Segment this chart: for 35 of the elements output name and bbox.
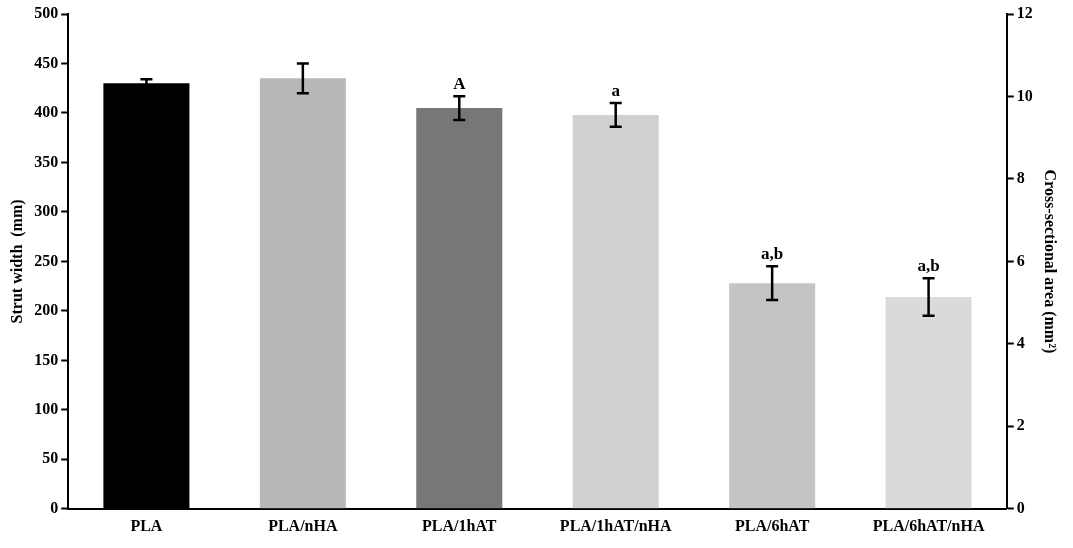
y2-tick-label: 2 xyxy=(1016,416,1025,434)
y-tick-label: 350 xyxy=(34,152,59,170)
bar xyxy=(572,114,659,509)
x-tick-label: PLA xyxy=(130,516,163,534)
y2-tick-label: 0 xyxy=(1016,498,1025,516)
y-tick-label: 50 xyxy=(42,449,59,467)
y2-tick-label: 10 xyxy=(1016,86,1033,104)
bar xyxy=(416,108,503,509)
y2-tick-label: 8 xyxy=(1016,169,1025,187)
y-tick-label: 150 xyxy=(34,350,59,368)
y-tick-label: 200 xyxy=(34,301,59,319)
bar xyxy=(259,78,346,509)
y2-axis-title: Cross-sectional area (mm²) xyxy=(1041,169,1060,354)
y-tick-label: 0 xyxy=(50,498,59,516)
y-tick-label: 300 xyxy=(34,202,59,220)
y-tick-label: 400 xyxy=(34,103,59,121)
y-tick-label: 450 xyxy=(34,53,59,71)
y-axis-title: Strut width (mm) xyxy=(7,199,26,324)
y2-tick-label: 12 xyxy=(1016,4,1033,22)
bar xyxy=(729,283,816,509)
y-tick-label: 250 xyxy=(34,251,59,269)
x-tick-label: PLA/1hAT/nHA xyxy=(559,516,673,534)
x-tick-label: PLA/6hAT/nHA xyxy=(872,516,985,534)
y2-tick-label: 6 xyxy=(1016,251,1025,269)
x-tick-label: PLA/1hAT xyxy=(422,516,497,534)
x-tick-label: PLA/nHA xyxy=(268,516,338,534)
y-tick-label: 500 xyxy=(34,4,59,22)
y2-tick-label: 4 xyxy=(1016,334,1025,352)
annotation: a xyxy=(611,80,621,100)
bar xyxy=(885,297,972,509)
y-tick-label: 100 xyxy=(34,399,59,417)
x-tick-label: PLA/6hAT xyxy=(734,516,810,534)
annotation: a,b xyxy=(761,244,784,264)
annotation: a,b xyxy=(917,256,940,276)
annotation: A xyxy=(453,74,467,94)
